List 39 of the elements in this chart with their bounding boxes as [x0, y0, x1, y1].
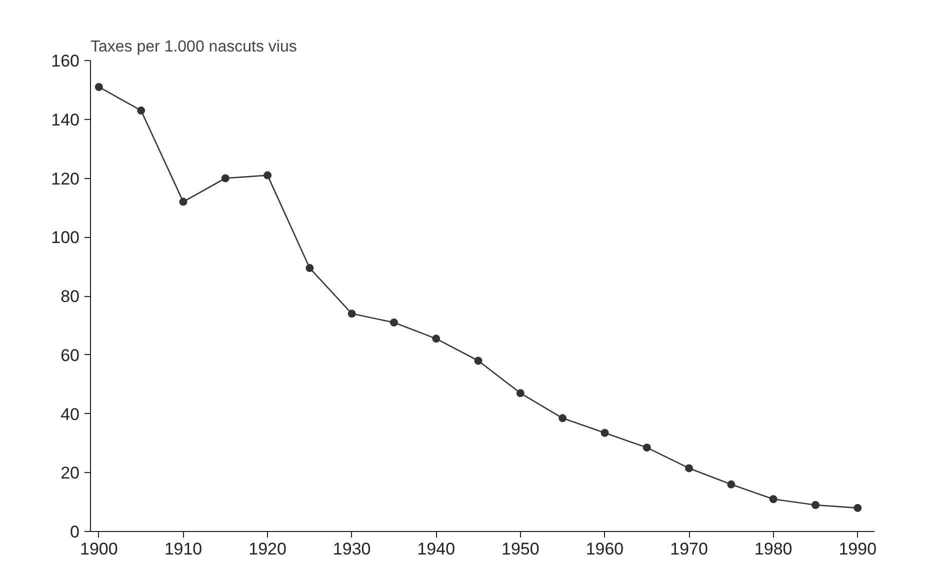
point — [432, 334, 440, 343]
x-tick-label: 1940 — [417, 540, 456, 558]
point — [769, 495, 778, 504]
point — [306, 264, 314, 272]
point — [811, 501, 820, 509]
y-tick-label: 60 — [60, 346, 80, 365]
point — [137, 106, 146, 115]
point — [390, 318, 398, 326]
x-tick-label: 1910 — [164, 540, 202, 558]
x-tick-label: 1920 — [248, 540, 286, 558]
point — [94, 83, 103, 91]
x-tick-label: 1960 — [586, 540, 624, 558]
x-tick-label: 1930 — [332, 540, 371, 558]
point — [685, 464, 694, 472]
point — [600, 428, 609, 437]
x-tick-label: 1990 — [838, 540, 877, 558]
point — [264, 171, 272, 180]
x-tick-label: 1970 — [670, 540, 708, 558]
x-tick-label: 1980 — [754, 540, 792, 558]
y-tick-label: 40 — [60, 404, 80, 424]
y-tick-label: 80 — [60, 287, 80, 306]
point — [516, 389, 524, 398]
y-tick-label: 120 — [51, 169, 80, 188]
point — [348, 310, 356, 318]
point — [727, 480, 736, 488]
point — [221, 174, 230, 182]
point — [179, 198, 188, 206]
y-axis-title: Taxes per 1.000 nascuts vius — [90, 38, 297, 56]
y-tick-label: 160 — [51, 52, 80, 70]
y-tick-label: 100 — [51, 228, 80, 248]
y-tick-label: 20 — [60, 464, 80, 483]
point — [642, 444, 651, 452]
x-tick-label: 1950 — [502, 540, 540, 558]
point — [854, 504, 862, 512]
point — [474, 356, 482, 365]
x-tick-label: 1900 — [80, 540, 118, 558]
y-tick-label: 0 — [70, 522, 80, 542]
y-tick-label: 140 — [51, 110, 80, 130]
point — [558, 414, 567, 422]
